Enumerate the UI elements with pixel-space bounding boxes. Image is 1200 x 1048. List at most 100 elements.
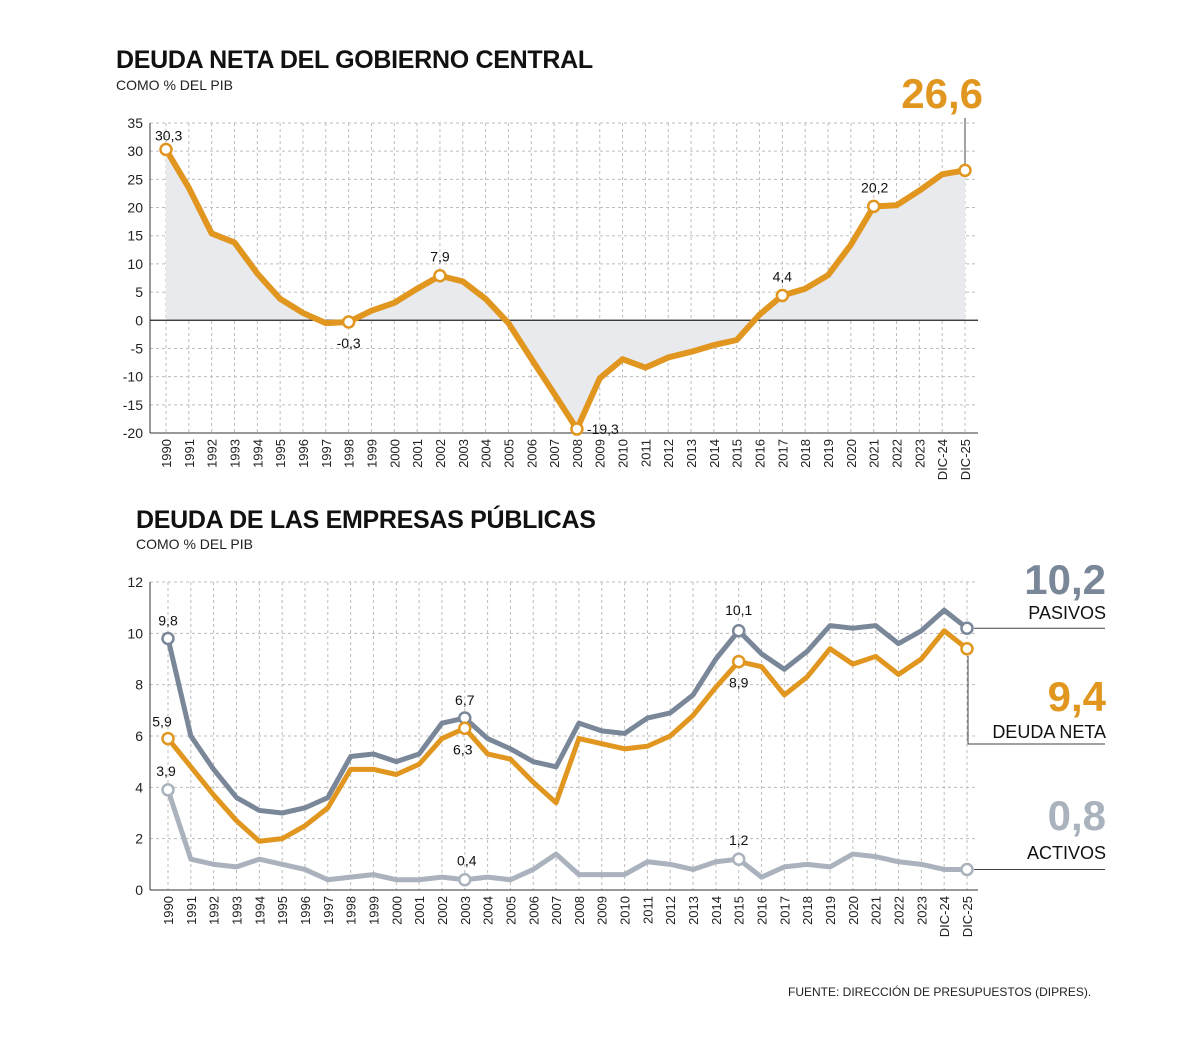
y-tick-label: 25 — [127, 171, 143, 187]
y-tick-label: 30 — [127, 143, 143, 159]
x-tick-label: 1998 — [342, 439, 357, 468]
data-point-marker-pasivos — [731, 624, 746, 638]
data-label: -0,3 — [337, 335, 361, 351]
y-tick-label: -10 — [123, 369, 143, 385]
x-tick-label: 1994 — [252, 896, 267, 925]
x-tick-label: 2006 — [526, 896, 541, 925]
data-point-marker — [341, 315, 356, 329]
chart2-subtitle: COMO % DEL PIB — [136, 536, 253, 552]
x-tick-label: 2013 — [684, 439, 699, 468]
x-tick-label: 1993 — [227, 439, 242, 468]
x-tick-label: 2005 — [503, 896, 518, 925]
series-line — [163, 146, 968, 433]
y-tick-label: 2 — [135, 831, 143, 847]
x-tick-label: 1993 — [229, 896, 244, 925]
data-point-marker-pasivos — [960, 621, 974, 635]
x-tick-label: 2023 — [914, 896, 929, 925]
data-point-marker — [775, 288, 790, 303]
y-tick-label: 10 — [127, 256, 143, 272]
x-tick-label: 2022 — [892, 896, 907, 925]
x-tick-label: 1996 — [298, 896, 313, 925]
data-point-marker-deuda-neta — [458, 721, 472, 736]
x-tick-label: 1999 — [364, 439, 379, 468]
x-tick-label: 2018 — [800, 896, 815, 925]
series-line-deuda-neta — [165, 628, 970, 844]
data-point-marker-deuda-neta — [731, 654, 746, 669]
x-tick-label: 1997 — [321, 896, 336, 925]
x-tick-label: 2006 — [524, 439, 539, 468]
x-tick-label: 2000 — [387, 439, 402, 468]
data-point-marker-activos — [458, 872, 472, 887]
y-tick-label: 0 — [135, 312, 143, 328]
x-tick-label: 2003 — [458, 896, 473, 925]
x-tick-label: DIC-24 — [937, 896, 952, 937]
data-label: 7,9 — [430, 249, 450, 265]
x-tick-label: 2015 — [730, 439, 745, 468]
y-tick-label: 10 — [127, 625, 143, 641]
x-tick-label: DIC-25 — [960, 896, 975, 937]
x-tick-label: 2011 — [638, 439, 653, 467]
x-tick-label: 1995 — [273, 439, 288, 468]
end-value-deuda-neta: 9,4 — [1048, 673, 1107, 720]
x-tick-label: 2000 — [389, 896, 404, 925]
x-tick-label: 1991 — [182, 439, 197, 468]
x-tick-label: 2020 — [844, 439, 859, 468]
data-point-marker-activos — [731, 852, 746, 866]
end-value-callout: 26,6 — [901, 70, 983, 117]
x-tick-label: 2020 — [846, 896, 861, 925]
data-label: 0,4 — [457, 853, 477, 869]
x-tick-label: 1991 — [184, 896, 199, 925]
series-name-pasivos: PASIVOS — [1028, 603, 1106, 623]
x-tick-label: 1990 — [161, 896, 176, 925]
data-label: 10,1 — [725, 602, 752, 618]
x-tick-label: DIC-25 — [958, 439, 973, 480]
x-tick-label: 2017 — [775, 439, 790, 468]
series-name-activos: ACTIVOS — [1027, 843, 1106, 863]
x-tick-label: DIC-24 — [935, 439, 950, 480]
callout-connector-deuda-neta — [967, 655, 1105, 745]
x-tick-label: 2011 — [640, 896, 655, 924]
end-value-pasivos: 10,2 — [1024, 556, 1106, 603]
data-point-marker-pasivos — [161, 631, 175, 646]
data-label: -19,3 — [587, 421, 619, 437]
chart1-title: DEUDA NETA DEL GOBIERNO CENTRAL — [116, 46, 593, 74]
data-point-marker-deuda-neta — [161, 731, 175, 746]
x-tick-label: 2008 — [572, 896, 587, 925]
data-label: 4,4 — [773, 268, 793, 284]
x-tick-label: 2001 — [410, 439, 425, 468]
x-tick-label: 1992 — [205, 439, 220, 468]
data-label: 6,7 — [455, 692, 475, 708]
x-tick-label: 2007 — [547, 439, 562, 468]
x-tick-label: 2014 — [707, 439, 722, 468]
x-tick-label: 2002 — [433, 439, 448, 468]
x-tick-label: 1995 — [275, 896, 290, 925]
x-tick-label: 2012 — [661, 439, 676, 468]
x-tick-label: 1998 — [344, 896, 359, 925]
x-tick-label: 2007 — [549, 896, 564, 925]
x-tick-label: 2002 — [435, 896, 450, 925]
x-tick-label: 1999 — [366, 896, 381, 925]
data-point-marker — [958, 163, 972, 178]
series-name-deuda-neta: DEUDA NETA — [992, 722, 1106, 742]
x-tick-label: 2013 — [686, 896, 701, 925]
x-tick-label: 2019 — [821, 439, 836, 468]
data-point-marker — [159, 142, 173, 157]
y-tick-label: -5 — [131, 340, 144, 356]
x-tick-label: 2017 — [777, 896, 792, 925]
source-note: FUENTE: DIRECCIÓN DE PRESUPUESTOS (DIPRE… — [788, 985, 1092, 999]
x-tick-label: 2008 — [570, 439, 585, 468]
y-tick-label: 4 — [135, 779, 143, 795]
x-tick-label: 2021 — [869, 896, 884, 925]
y-tick-label: 15 — [127, 228, 143, 244]
x-tick-label: 2010 — [616, 439, 631, 468]
data-label: 1,2 — [729, 832, 749, 848]
x-tick-label: 2010 — [618, 896, 633, 925]
x-tick-label: 2016 — [753, 439, 768, 468]
y-tick-label: 6 — [135, 728, 143, 744]
x-tick-label: 1994 — [250, 439, 265, 468]
y-tick-label: 5 — [135, 284, 143, 300]
y-tick-label: 8 — [135, 677, 143, 693]
